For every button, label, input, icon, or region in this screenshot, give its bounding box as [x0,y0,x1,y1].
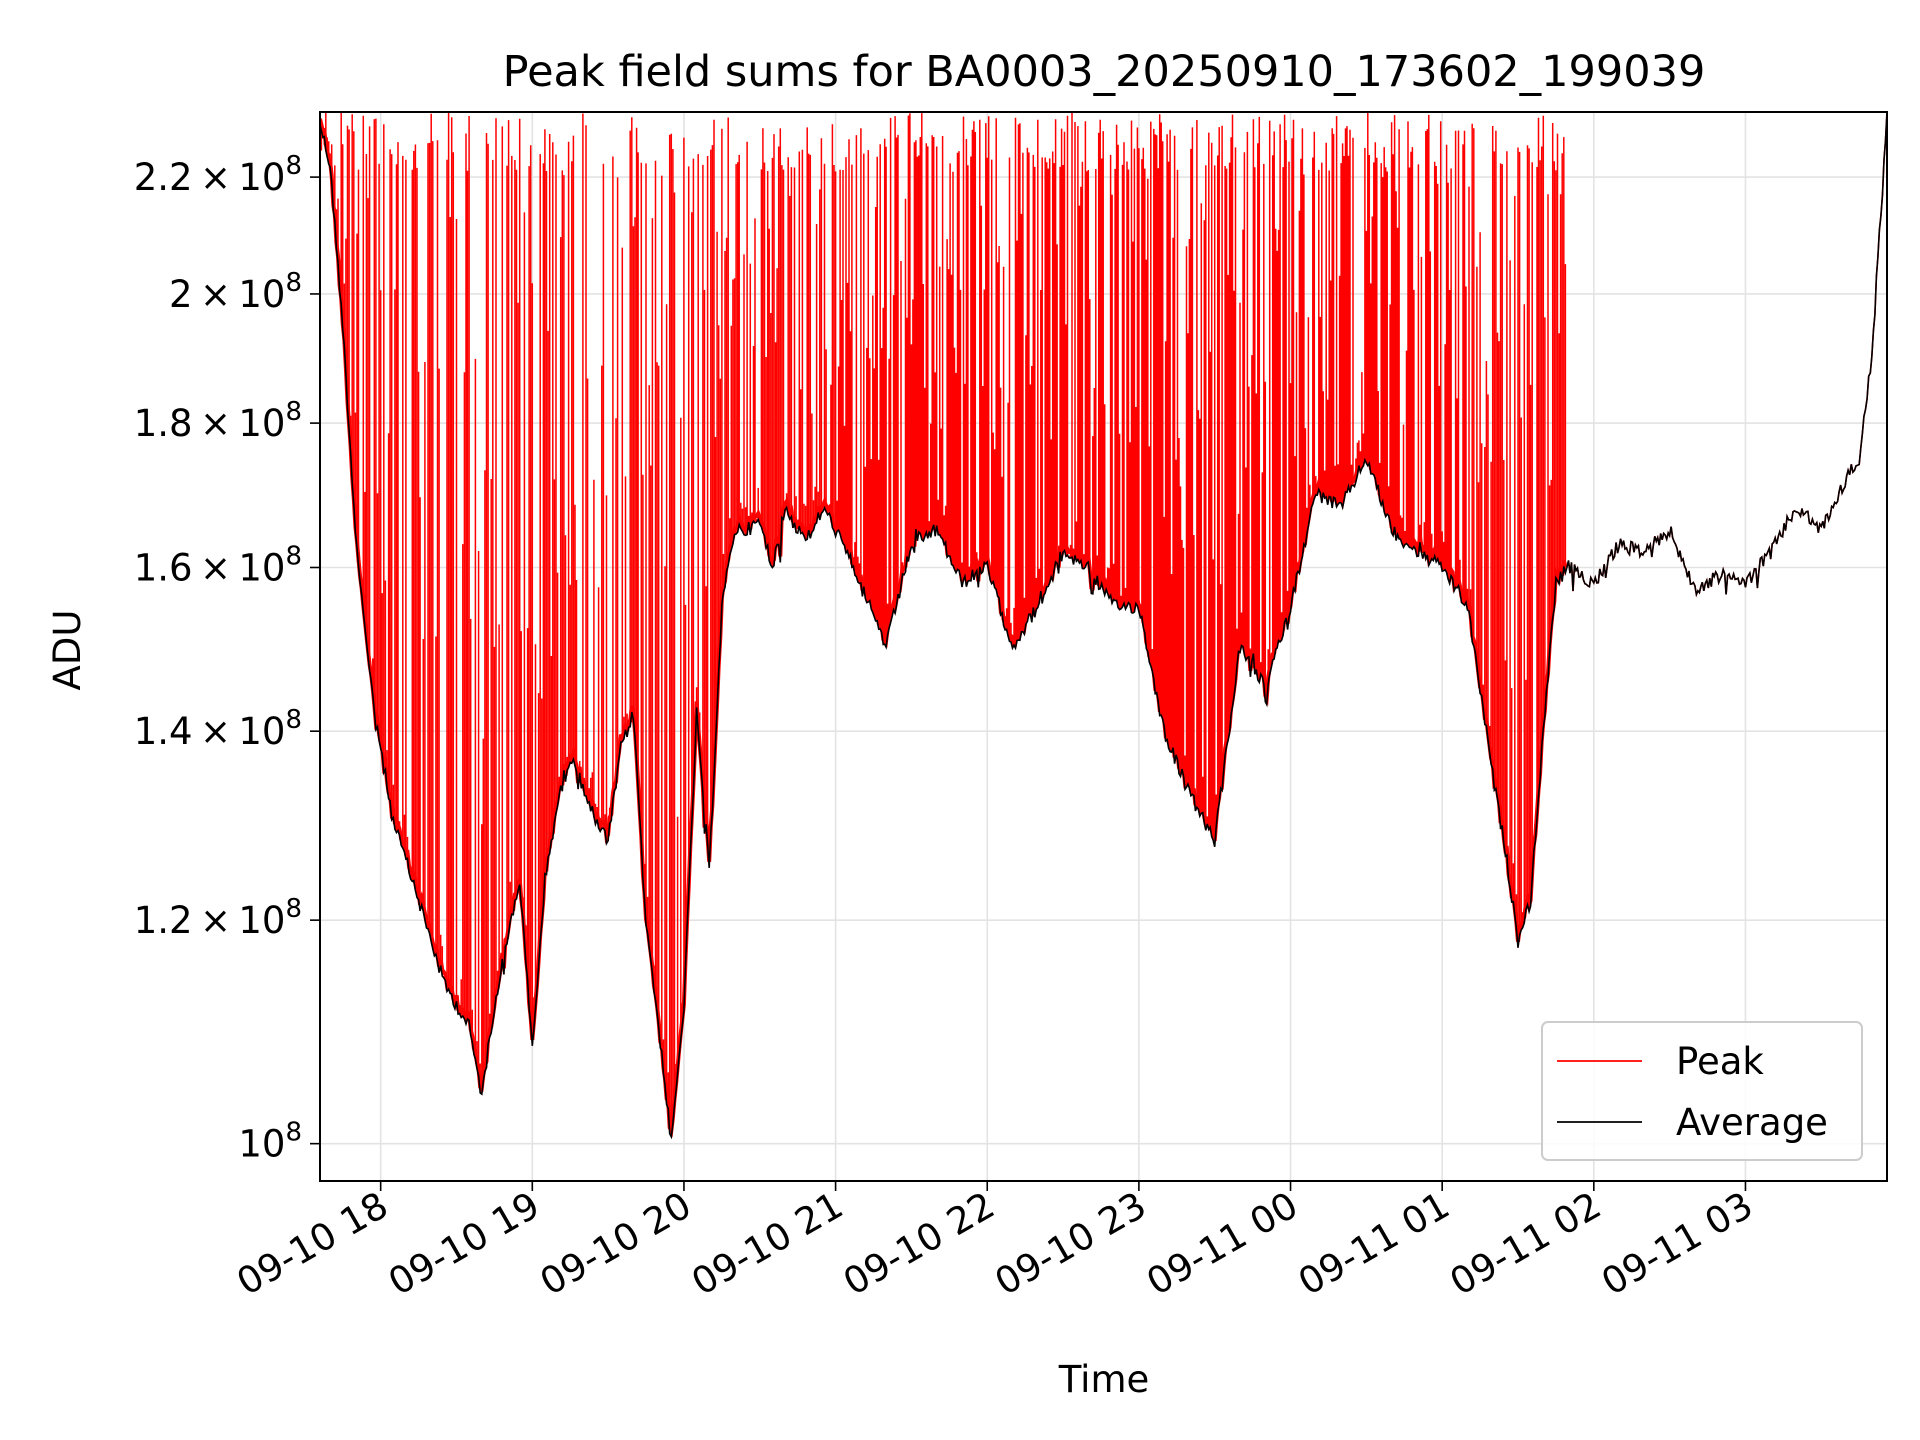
legend-box [1541,1021,1863,1161]
y-axis-label: ADU [46,610,89,691]
legend-average-label: Average [1676,1101,1828,1144]
y-tick-label: 2 × 108 [169,268,302,316]
y-tick-label: 108 [238,1118,302,1166]
legend-peak-label: Peak [1676,1040,1764,1083]
average-series-line [320,112,1887,1140]
y-tick-label: 1.6 × 108 [134,541,302,589]
y-tick-label: 1.4 × 108 [134,705,302,753]
legend: Peak Average [1541,1021,1863,1161]
y-tick-label: 2.2 × 108 [134,151,302,199]
x-axis-label: Time [1058,1358,1150,1401]
y-tick-label: 1.2 × 108 [134,894,302,942]
y-axis: 108 1.2 × 108 1.4 × 108 1.6 × 108 1.8 × 108 2… [134,151,320,1166]
chart-title: Peak field sums for BA0003_20250910_1736… [503,47,1706,97]
plot-frame [319,111,1888,1182]
y-tick-label: 1.8 × 108 [134,397,302,445]
